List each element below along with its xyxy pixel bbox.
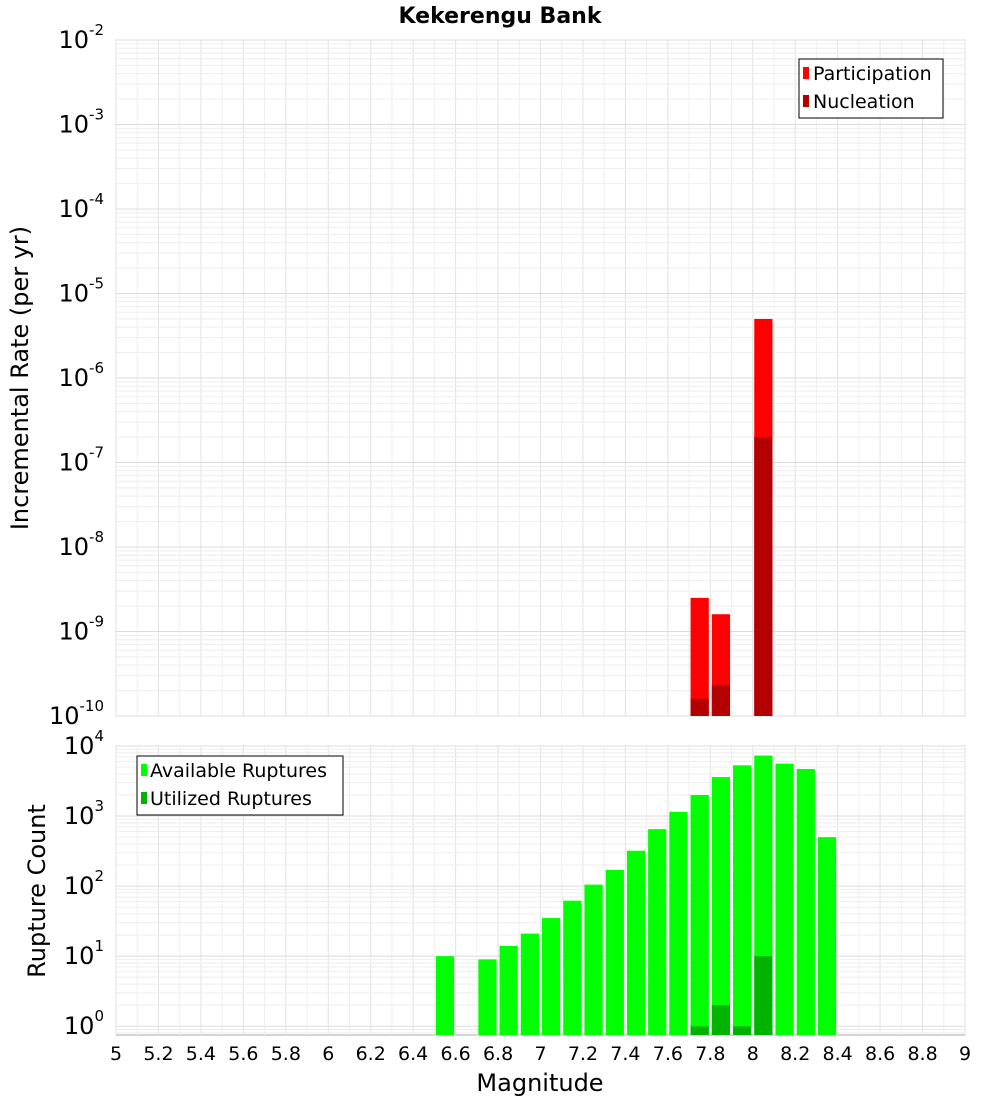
rate-legend-box: [798, 58, 944, 119]
y-tick-label: 10-7: [58, 444, 104, 477]
nucleation-legend-label: Nucleation: [813, 91, 915, 113]
x-tick-label: 5.2: [143, 1043, 173, 1065]
y-tick-label: 103: [64, 797, 104, 830]
count-panel: 104 103 102 101 100 5 5.2 5.4 5.6 5.8 6 6.2 6.4 6.6 6…: [23, 727, 971, 1097]
utilized-legend-swatch: [141, 792, 147, 804]
available-ruptures-bar: [584, 884, 603, 1035]
x-tick-label: 8.8: [907, 1043, 937, 1065]
available-ruptures-bar: [733, 765, 752, 1035]
utilized-ruptures-bar: [690, 1026, 709, 1035]
rate-grid: [115, 39, 966, 717]
x-tick-label: 7.2: [568, 1043, 598, 1065]
y-tick-label: 10-10: [49, 697, 104, 730]
x-tick-label: 6.6: [440, 1043, 470, 1065]
nucleation-legend-swatch: [803, 95, 809, 107]
utilized-ruptures-bar: [711, 1005, 731, 1035]
count-legend-box: [136, 755, 344, 816]
x-tick-label: 7.4: [610, 1043, 640, 1065]
x-tick-label: 7.6: [653, 1043, 683, 1065]
x-tick-label: 7: [534, 1043, 546, 1065]
x-tick-label: 5.6: [228, 1043, 258, 1065]
available-legend-swatch: [141, 764, 147, 776]
y-tick-label: 10-9: [58, 613, 104, 646]
y-tick-label: 102: [64, 867, 104, 900]
y-tick-label: 10-2: [58, 21, 104, 54]
available-ruptures-bar: [542, 918, 561, 1035]
x-tick-label: 8: [747, 1043, 759, 1065]
x-tick-label: 6.2: [356, 1043, 386, 1065]
x-tick-label: 8.6: [865, 1043, 895, 1065]
rate-y-axis-label: Incremental Rate (per yr): [6, 226, 34, 530]
available-ruptures-bar: [690, 794, 709, 1035]
rate-legend: Participation Nucleation: [798, 58, 944, 119]
y-tick-label: 101: [64, 937, 104, 970]
x-tick-label: 5.4: [186, 1043, 216, 1065]
available-ruptures-bar: [605, 869, 624, 1035]
chart-title: Kekerengu Bank: [399, 4, 603, 29]
count-y-axis-label: Rupture Count: [23, 804, 51, 978]
utilized-ruptures-bar: [733, 1026, 752, 1035]
y-tick-label: 10-5: [58, 275, 104, 308]
count-x-ticks: 5 5.2 5.4 5.6 5.8 6 6.2 6.4 6.6 6.8 7 7.2 7.4 7.6 7.8 8…: [110, 1043, 971, 1065]
x-tick-label: 8.2: [780, 1043, 810, 1065]
participation-bar: [690, 597, 709, 716]
available-ruptures-bar: [435, 956, 455, 1035]
available-ruptures-bar: [648, 829, 667, 1035]
y-tick-label: 10-6: [58, 359, 104, 392]
x-tick-label: 5: [110, 1043, 122, 1065]
rate-bars: [690, 318, 773, 716]
available-ruptures-bar: [796, 768, 815, 1035]
available-legend-label: Available Ruptures: [150, 760, 327, 782]
nucleation-bar: [711, 685, 731, 716]
x-tick-label: 7.8: [695, 1043, 725, 1065]
available-ruptures-bar: [669, 811, 688, 1035]
utilized-legend-label: Utilized Ruptures: [150, 788, 312, 810]
rate-y-ticks: 10-2 10-3 10-4 10-5 10-6 10-7 10-8 10-9 10-10: [49, 21, 104, 730]
available-ruptures-bar: [520, 933, 539, 1035]
nucleation-bar: [754, 437, 773, 716]
x-tick-label: 6.4: [398, 1043, 428, 1065]
rate-panel: 10-2 10-3 10-4 10-5 10-6 10-7 10-8 10-9 10-10 In…: [6, 21, 966, 730]
count-y-ticks: 104 103 102 101 100: [64, 727, 104, 1040]
count-bars: [435, 755, 837, 1035]
x-axis-label: Magnitude: [476, 1069, 603, 1097]
y-tick-label: 10-8: [58, 528, 104, 561]
utilized-ruptures-bar: [754, 956, 773, 1035]
count-legend: Available Ruptures Utilized Ruptures: [136, 755, 344, 816]
y-tick-label: 10-3: [58, 106, 104, 139]
x-tick-label: 5.8: [271, 1043, 301, 1065]
available-ruptures-bar: [563, 900, 582, 1035]
available-ruptures-bar: [626, 850, 646, 1035]
available-ruptures-bar: [775, 763, 794, 1035]
x-tick-label: 9: [959, 1043, 971, 1065]
participation-legend-swatch: [803, 67, 809, 79]
y-tick-label: 104: [64, 727, 104, 760]
x-tick-label: 6.8: [483, 1043, 513, 1065]
y-tick-label: 10-4: [58, 190, 104, 223]
available-ruptures-bar: [478, 959, 497, 1035]
available-ruptures-bar: [499, 945, 518, 1035]
y-tick-label: 100: [64, 1007, 104, 1040]
x-tick-label: 6: [322, 1043, 334, 1065]
available-ruptures-bar: [817, 837, 837, 1035]
nucleation-bar: [690, 698, 709, 716]
x-tick-label: 8.4: [823, 1043, 853, 1065]
available-ruptures-bar: [711, 777, 731, 1035]
participation-legend-label: Participation: [813, 63, 932, 85]
